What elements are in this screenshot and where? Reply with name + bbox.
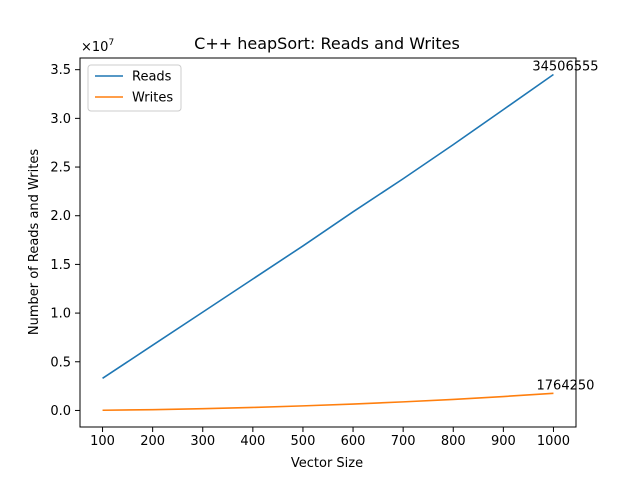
x-tick-label: 300 [190,434,215,449]
x-tick-label: 900 [491,434,516,449]
y-tick-label: 0.5 [50,355,71,370]
x-tick-label: 600 [341,434,366,449]
y-tick-label: 3.5 [50,63,71,78]
series-lines [102,73,554,412]
x-tick-label: 700 [391,434,416,449]
y-axis-label: Number of Reads and Writes [27,149,42,335]
y-tick-label: 3.0 [50,112,71,127]
plot-frame [79,57,577,428]
x-tick-label: 100 [90,434,115,449]
y-axis-offset-label: ×107 [81,38,114,55]
series-line-writes [102,392,554,412]
y-axis-ticks: 0.0 0.5 1.0 1.5 2.0 2.5 3.0 3.5 [50,63,80,419]
chart-title: C++ heapSort: Reads and Writes [194,34,460,53]
y-tick-label: 1.5 [50,258,71,273]
y-tick-label: 2.5 [50,161,71,176]
plot-area: 100 200 300 400 500 600 700 800 900 1000 0.0 0.5 1.… [50,57,599,449]
x-tick-label: 1000 [537,434,570,449]
x-axis-ticks: 100 200 300 400 500 600 700 800 900 1000 [90,427,570,449]
x-tick-label: 500 [291,434,316,449]
y-tick-label: 2.0 [50,209,71,224]
end-value-label-writes: 1764250 [537,378,595,393]
y-tick-label: 1.0 [50,307,71,322]
x-tick-label: 800 [441,434,466,449]
y-offset-base: ×10 [81,40,108,55]
end-labels: 34506555 1764250 [532,59,598,393]
y-offset-exponent: 7 [108,38,114,48]
legend-label-reads: Reads [132,70,172,85]
series-line-reads [102,73,554,379]
legend: Reads Writes [87,64,182,112]
x-tick-label: 200 [140,434,165,449]
y-tick-label: 0.0 [50,404,71,419]
end-value-label-reads: 34506555 [532,59,598,74]
x-axis-label: Vector Size [291,456,363,471]
legend-label-writes: Writes [132,91,173,106]
x-tick-label: 400 [240,434,265,449]
